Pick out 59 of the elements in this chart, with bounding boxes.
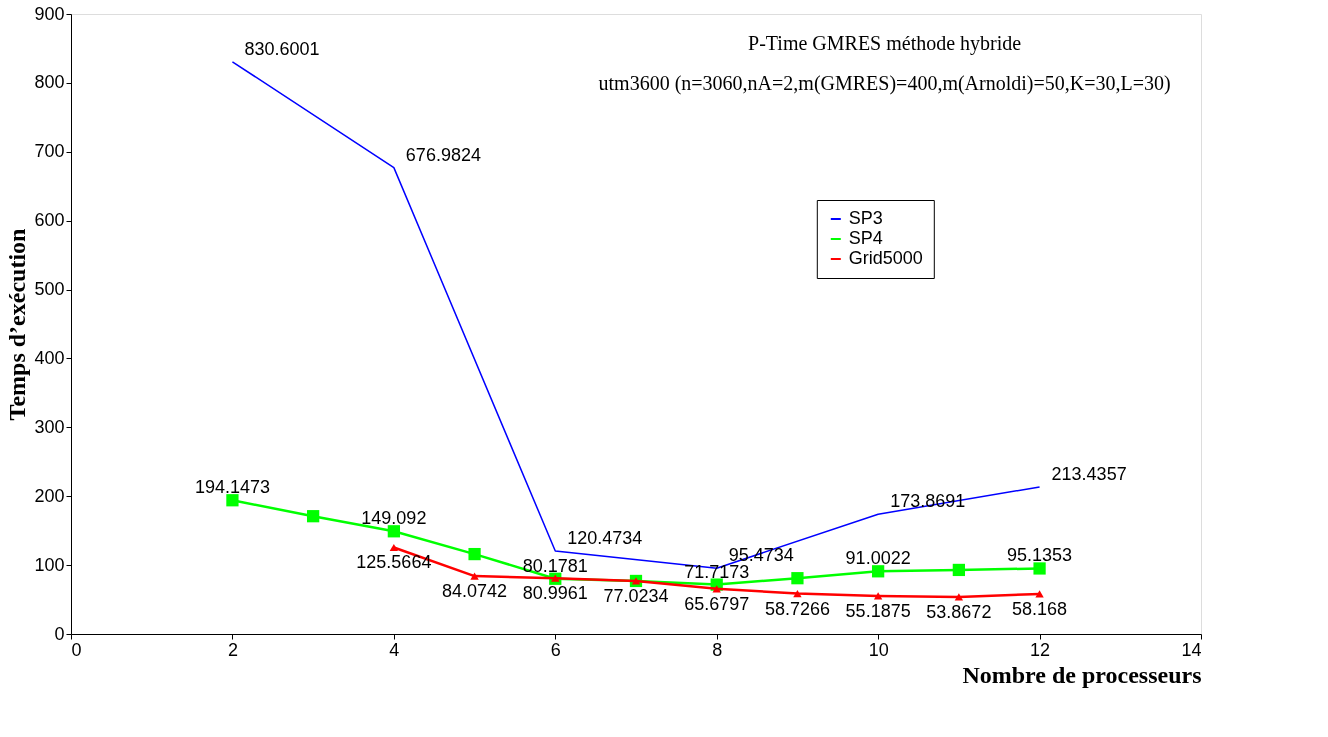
x-axis-title: Nombre de processeurs — [962, 661, 1202, 688]
annotation: utm3600 (n=3060,nA=2,m(GMRES)=400,m(Arnoldi)=50,K=30,L=30) — [598, 72, 1171, 95]
y-tick-label: 300 — [34, 416, 65, 437]
data-label: 71.7173 — [684, 561, 750, 582]
x-tick-label: 10 — [868, 639, 889, 660]
data-label: 676.9824 — [405, 144, 481, 165]
y-tick-label: 0 — [54, 623, 65, 644]
y-tick-label: 600 — [34, 210, 65, 231]
y-tick-label: 500 — [34, 279, 65, 300]
data-label: 80.9961 — [522, 583, 588, 604]
annotation: P-Time GMRES méthode hybride — [748, 32, 1022, 55]
point — [954, 593, 964, 601]
y-tick-label: 800 — [34, 72, 65, 93]
data-label: 125.5664 — [356, 552, 432, 573]
x-tick-label: 6 — [550, 639, 561, 660]
y-tick-label: 700 — [34, 141, 65, 162]
data-label: 80.1781 — [522, 555, 588, 576]
data-label: 149.092 — [361, 508, 427, 529]
legend-label: SP4 — [848, 228, 883, 248]
point — [712, 585, 721, 593]
y-tick-label: 100 — [34, 554, 65, 575]
point — [1033, 562, 1046, 575]
point — [470, 572, 479, 580]
x-tick-label: 4 — [389, 639, 400, 660]
x-tick-label: 2 — [227, 639, 238, 660]
y-tick-label: 200 — [34, 485, 65, 506]
data-label: 65.6797 — [684, 593, 750, 614]
data-label: 55.1875 — [845, 600, 911, 621]
legend-label: Grid5000 — [848, 248, 923, 268]
point — [793, 589, 802, 598]
x-tick-label: 8 — [712, 639, 723, 660]
data-label: 53.8672 — [926, 601, 992, 622]
data-label: 213.4357 — [1051, 463, 1127, 484]
point — [307, 510, 320, 523]
point — [952, 563, 965, 577]
point — [468, 547, 481, 561]
point — [226, 494, 239, 507]
data-label: 95.1353 — [1007, 545, 1073, 566]
y-tick-label: 900 — [34, 3, 65, 24]
point — [389, 543, 399, 552]
y-axis-title: Temps d’exécution — [4, 228, 31, 421]
data-label: 830.6001 — [244, 38, 320, 59]
legend-label: SP3 — [848, 208, 883, 228]
x-tick-label: 12 — [1030, 639, 1051, 660]
x-tick-label: 0 — [71, 639, 82, 660]
y-tick-label: 400 — [34, 347, 65, 368]
point — [791, 572, 804, 585]
data-label: 77.0234 — [603, 585, 669, 606]
data-label: 91.0022 — [845, 548, 911, 569]
point — [872, 565, 885, 578]
point — [387, 525, 400, 538]
data-label: 58.168 — [1012, 598, 1068, 619]
x-tick-label: 14 — [1181, 639, 1202, 660]
data-label: 58.7266 — [764, 598, 830, 619]
data-label: 194.1473 — [194, 477, 270, 498]
data-label: 84.0742 — [442, 581, 508, 602]
point — [1035, 590, 1044, 598]
point — [873, 592, 883, 600]
data-label: 120.4734 — [567, 528, 643, 549]
